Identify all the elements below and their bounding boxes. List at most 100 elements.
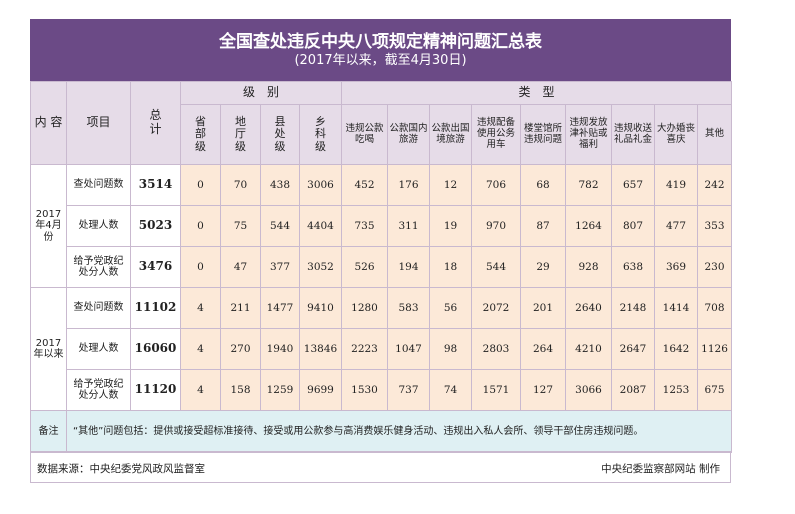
level-cell: 4 [180, 369, 221, 411]
type-cell: 1414 [654, 287, 699, 329]
type-cell: 2087 [611, 369, 656, 411]
header-type-label: 违规公款吃喝 [345, 122, 384, 145]
header-type: 违规发放津补贴或福利 [565, 104, 613, 165]
type-cell: 98 [429, 328, 473, 370]
level-cell: 0 [180, 164, 221, 206]
level-cell: 438 [260, 164, 300, 206]
type-cell: 2223 [341, 328, 389, 370]
level-cell: 1477 [260, 287, 300, 329]
header-type-label: 公款国内旅游 [389, 122, 428, 145]
note-label: 备注 [30, 410, 67, 453]
type-cell: 369 [654, 246, 699, 288]
type-cell: 1126 [697, 328, 733, 370]
level-cell: 270 [220, 328, 261, 370]
header-row-columns: 省部级 地厅级 县处级 乡科级 违规公款吃喝 公款国内旅游 公款出国境旅游 违规… [31, 104, 733, 165]
level-cell: 3052 [298, 246, 343, 288]
header-total: 总计 [130, 81, 181, 165]
level-cell: 47 [220, 246, 261, 288]
header-level: 乡科级 [298, 104, 343, 165]
header-type: 违规收送礼品礼金 [611, 104, 656, 165]
type-cell: 1253 [654, 369, 699, 411]
header-row-groups: 内 容 项目 总计 级 别 类 型 [30, 81, 733, 165]
row-total: 11120 [130, 369, 181, 411]
level-cell: 75 [220, 205, 261, 247]
row-total: 11102 [130, 287, 181, 329]
level-cell: 4404 [298, 205, 343, 247]
level-cell: 544 [260, 205, 300, 247]
row-item-text: 查处问题数 [73, 179, 124, 191]
header-total-label: 总计 [149, 108, 162, 136]
type-cell: 201 [520, 287, 567, 329]
type-cell: 2148 [611, 287, 656, 329]
table-title: 全国查处违反中央八项规定精神问题汇总表 [219, 32, 542, 52]
row-item-text: 给予党政纪处分人数 [73, 378, 124, 402]
type-cell: 1280 [341, 287, 389, 329]
type-cell: 708 [697, 287, 733, 329]
type-cell: 18 [429, 246, 473, 288]
header-level-label: 县处级 [274, 114, 286, 153]
row-item: 处理人数 [66, 328, 131, 370]
level-cell: 3006 [298, 164, 343, 206]
type-cell: 1530 [341, 369, 389, 411]
header-type: 楼堂馆所违规问题 [520, 104, 567, 165]
credit: 中央纪委监察部网站 制作 [601, 463, 720, 475]
table-row: 处理人数 16060 4 270 1940 13846 2223 1047 98 2803 264 4… [31, 328, 733, 370]
type-cell: 29 [520, 246, 567, 288]
row-item: 给予党政纪处分人数 [66, 246, 131, 288]
note-text: “其他”问题包括：提供或接受超标准接待、接受或用公款参与高消费娱乐健身活动、违规… [65, 410, 733, 453]
header-type-label: 公款出国境旅游 [431, 122, 470, 145]
type-cell: 2803 [471, 328, 522, 370]
table-row: 2017年4月份 查处问题数 3514 0 70 438 3006 452 176 12 706 68… [30, 164, 733, 288]
group-label-text: 2017年4月份 [35, 208, 62, 243]
data-source: 数据来源：中央纪委党风政风监督室 [37, 463, 205, 475]
level-cell: 0 [180, 246, 221, 288]
level-cell: 9699 [298, 369, 343, 411]
header-level: 县处级 [260, 104, 300, 165]
row-item: 查处问题数 [66, 164, 131, 206]
level-cell: 377 [260, 246, 300, 288]
type-cell: 1571 [471, 369, 522, 411]
type-cell: 230 [697, 246, 733, 288]
level-cell: 1940 [260, 328, 300, 370]
header-type: 公款国内旅游 [387, 104, 431, 165]
type-cell: 19 [429, 205, 473, 247]
type-cell: 12 [429, 164, 473, 206]
group-label: 2017年以来 [30, 287, 67, 411]
header-type-label: 违规配备使用公务用车 [477, 117, 516, 150]
header-type: 其他 [697, 104, 733, 165]
type-cell: 452 [341, 164, 389, 206]
type-cell: 807 [611, 205, 656, 247]
type-cell: 970 [471, 205, 522, 247]
header-type: 大办婚丧喜庆 [654, 104, 699, 165]
row-item-text: 给予党政纪处分人数 [73, 255, 124, 279]
type-cell: 583 [387, 287, 431, 329]
table-row: 2017年以来 查处问题数 11102 4 211 1477 9410 1280 583 56 20… [30, 287, 733, 411]
type-cell: 1642 [654, 328, 699, 370]
type-cell: 638 [611, 246, 656, 288]
type-cell: 735 [341, 205, 389, 247]
type-cell: 1264 [565, 205, 613, 247]
group-label-text: 2017年以来 [33, 337, 64, 361]
header-type: 公款出国境旅游 [429, 104, 473, 165]
level-cell: 0 [180, 205, 221, 247]
header-type-label: 大办婚丧喜庆 [657, 122, 696, 145]
type-cell: 2640 [565, 287, 613, 329]
type-cell: 737 [387, 369, 431, 411]
type-cell: 194 [387, 246, 431, 288]
header-level-label: 地厅级 [235, 114, 246, 153]
row-item-text: 处理人数 [78, 343, 119, 355]
row-item-text: 处理人数 [78, 220, 119, 232]
type-cell: 2072 [471, 287, 522, 329]
level-cell: 211 [220, 287, 261, 329]
row-item: 查处问题数 [66, 287, 131, 329]
type-cell: 176 [387, 164, 431, 206]
group-label: 2017年4月份 [30, 164, 67, 288]
table-row: 给予党政纪处分人数 3476 0 47 377 3052 526 194 18 544 29 928 6… [31, 246, 733, 288]
type-cell: 419 [654, 164, 699, 206]
header-level: 省部级 [180, 104, 221, 165]
header-level-label: 省部级 [195, 114, 206, 153]
type-cell: 3066 [565, 369, 613, 411]
note-row: 备注 “其他”问题包括：提供或接受超标准接待、接受或用公款参与高消费娱乐健身活动、… [30, 410, 733, 453]
type-cell: 477 [654, 205, 699, 247]
type-cell: 544 [471, 246, 522, 288]
